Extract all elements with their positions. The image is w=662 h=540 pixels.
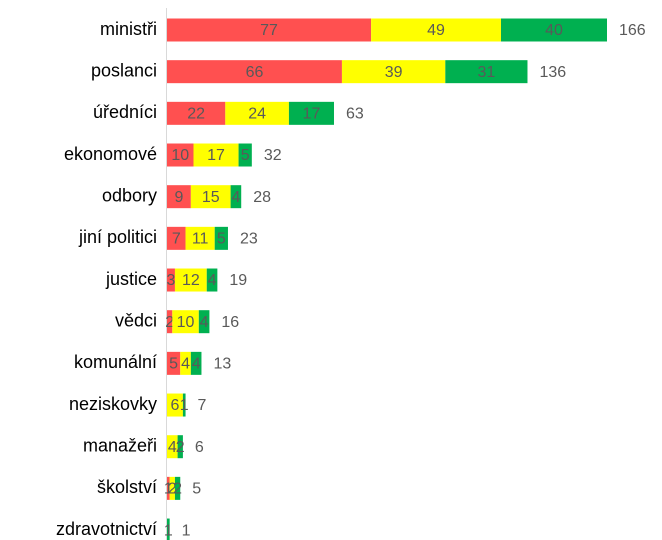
category-label: ekonomové: [64, 144, 157, 164]
data-label: 5: [241, 147, 250, 164]
data-label: 3: [167, 272, 176, 289]
bar-segment: [177, 435, 183, 459]
bar-segment: [167, 18, 372, 42]
bar-segment: [190, 185, 231, 209]
total-label: 7: [198, 397, 207, 414]
total-label: 63: [346, 106, 364, 123]
data-label: 4: [181, 356, 190, 373]
bar-segment: [214, 226, 228, 250]
bar-segment: [167, 518, 170, 540]
bar-segment: [167, 268, 175, 292]
data-label: 1: [180, 397, 189, 414]
total-label: 5: [192, 481, 201, 498]
data-label: 4: [231, 189, 240, 206]
total-label: 1: [182, 522, 191, 539]
bar-segment: [371, 18, 501, 42]
data-label: 1: [164, 481, 173, 498]
data-label: 10: [171, 147, 189, 164]
bar-segment: [500, 18, 607, 42]
data-label: 1: [164, 522, 173, 539]
data-label: 66: [246, 64, 264, 81]
bar-segment: [238, 143, 252, 167]
total-label: 16: [221, 314, 239, 331]
bar-segment: [167, 226, 186, 250]
bar-segment: [167, 185, 191, 209]
category-label: ministři: [100, 19, 157, 39]
data-label: 5: [217, 231, 226, 248]
category-label: zdravotnictví: [56, 519, 157, 539]
bar-segment: [169, 476, 175, 500]
data-label: 5: [169, 356, 178, 373]
bar-segment: [167, 351, 181, 375]
bar-segment: [225, 101, 289, 125]
bar-segment: [198, 310, 210, 334]
data-label: 9: [174, 189, 183, 206]
data-label: 17: [207, 147, 225, 164]
data-label: 4: [200, 314, 209, 331]
data-label: 7: [172, 231, 181, 248]
bar-segment: [167, 310, 173, 334]
total-label: 6: [195, 439, 204, 456]
total-label: 136: [539, 64, 566, 81]
data-label: 4: [208, 272, 217, 289]
bar-segment: [185, 226, 215, 250]
total-label: 13: [213, 356, 231, 373]
data-label: 24: [248, 106, 266, 123]
data-label: 6: [170, 397, 179, 414]
data-label: 2: [176, 439, 185, 456]
total-label: 19: [229, 272, 247, 289]
data-label: 17: [303, 106, 321, 123]
category-label: komunální: [74, 352, 157, 372]
bar-segment: [167, 476, 170, 500]
bar-segment: [182, 393, 186, 417]
data-label: 31: [477, 64, 495, 81]
bar-segment: [180, 351, 191, 375]
bar-segment: [288, 101, 334, 125]
bar-segment: [167, 101, 226, 125]
category-label: jiní politici: [78, 227, 157, 247]
bar-segment: [190, 351, 202, 375]
bar-segment: [167, 435, 178, 459]
data-label: 77: [260, 22, 278, 39]
data-label: 15: [202, 189, 220, 206]
category-label: úředníci: [93, 102, 157, 122]
data-label: 49: [427, 22, 445, 39]
category-label: poslanci: [91, 60, 157, 80]
data-label: 2: [165, 314, 174, 331]
category-label: odbory: [102, 185, 157, 205]
category-label: školství: [97, 477, 157, 497]
data-label: 4: [168, 439, 177, 456]
data-label: 39: [385, 64, 403, 81]
bar-segment: [341, 60, 446, 84]
bar-segment: [230, 185, 242, 209]
data-label: 4: [192, 356, 201, 373]
total-label: 23: [240, 231, 258, 248]
category-label: neziskovky: [69, 394, 157, 414]
bar-segment: [167, 393, 183, 417]
total-label: 166: [619, 22, 646, 39]
data-label: 11: [192, 231, 209, 248]
bar-segment: [174, 476, 181, 500]
category-label: vědci: [115, 310, 157, 330]
bar-segment: [206, 268, 218, 292]
bar-segment: [172, 310, 199, 334]
data-label: 22: [187, 106, 205, 123]
data-label: 2: [168, 481, 177, 498]
data-label: 12: [182, 272, 200, 289]
category-label: manažeři: [83, 435, 157, 455]
bar-segment: [167, 143, 194, 167]
total-label: 28: [253, 189, 271, 206]
bar-segment: [445, 60, 528, 84]
bar-segment: [193, 143, 239, 167]
bar-segment: [167, 60, 342, 84]
bar-segment: [174, 268, 207, 292]
data-label: 40: [545, 22, 563, 39]
data-label: 10: [177, 314, 195, 331]
category-label: justice: [105, 269, 157, 289]
data-label: 2: [173, 481, 182, 498]
total-label: 32: [264, 147, 282, 164]
